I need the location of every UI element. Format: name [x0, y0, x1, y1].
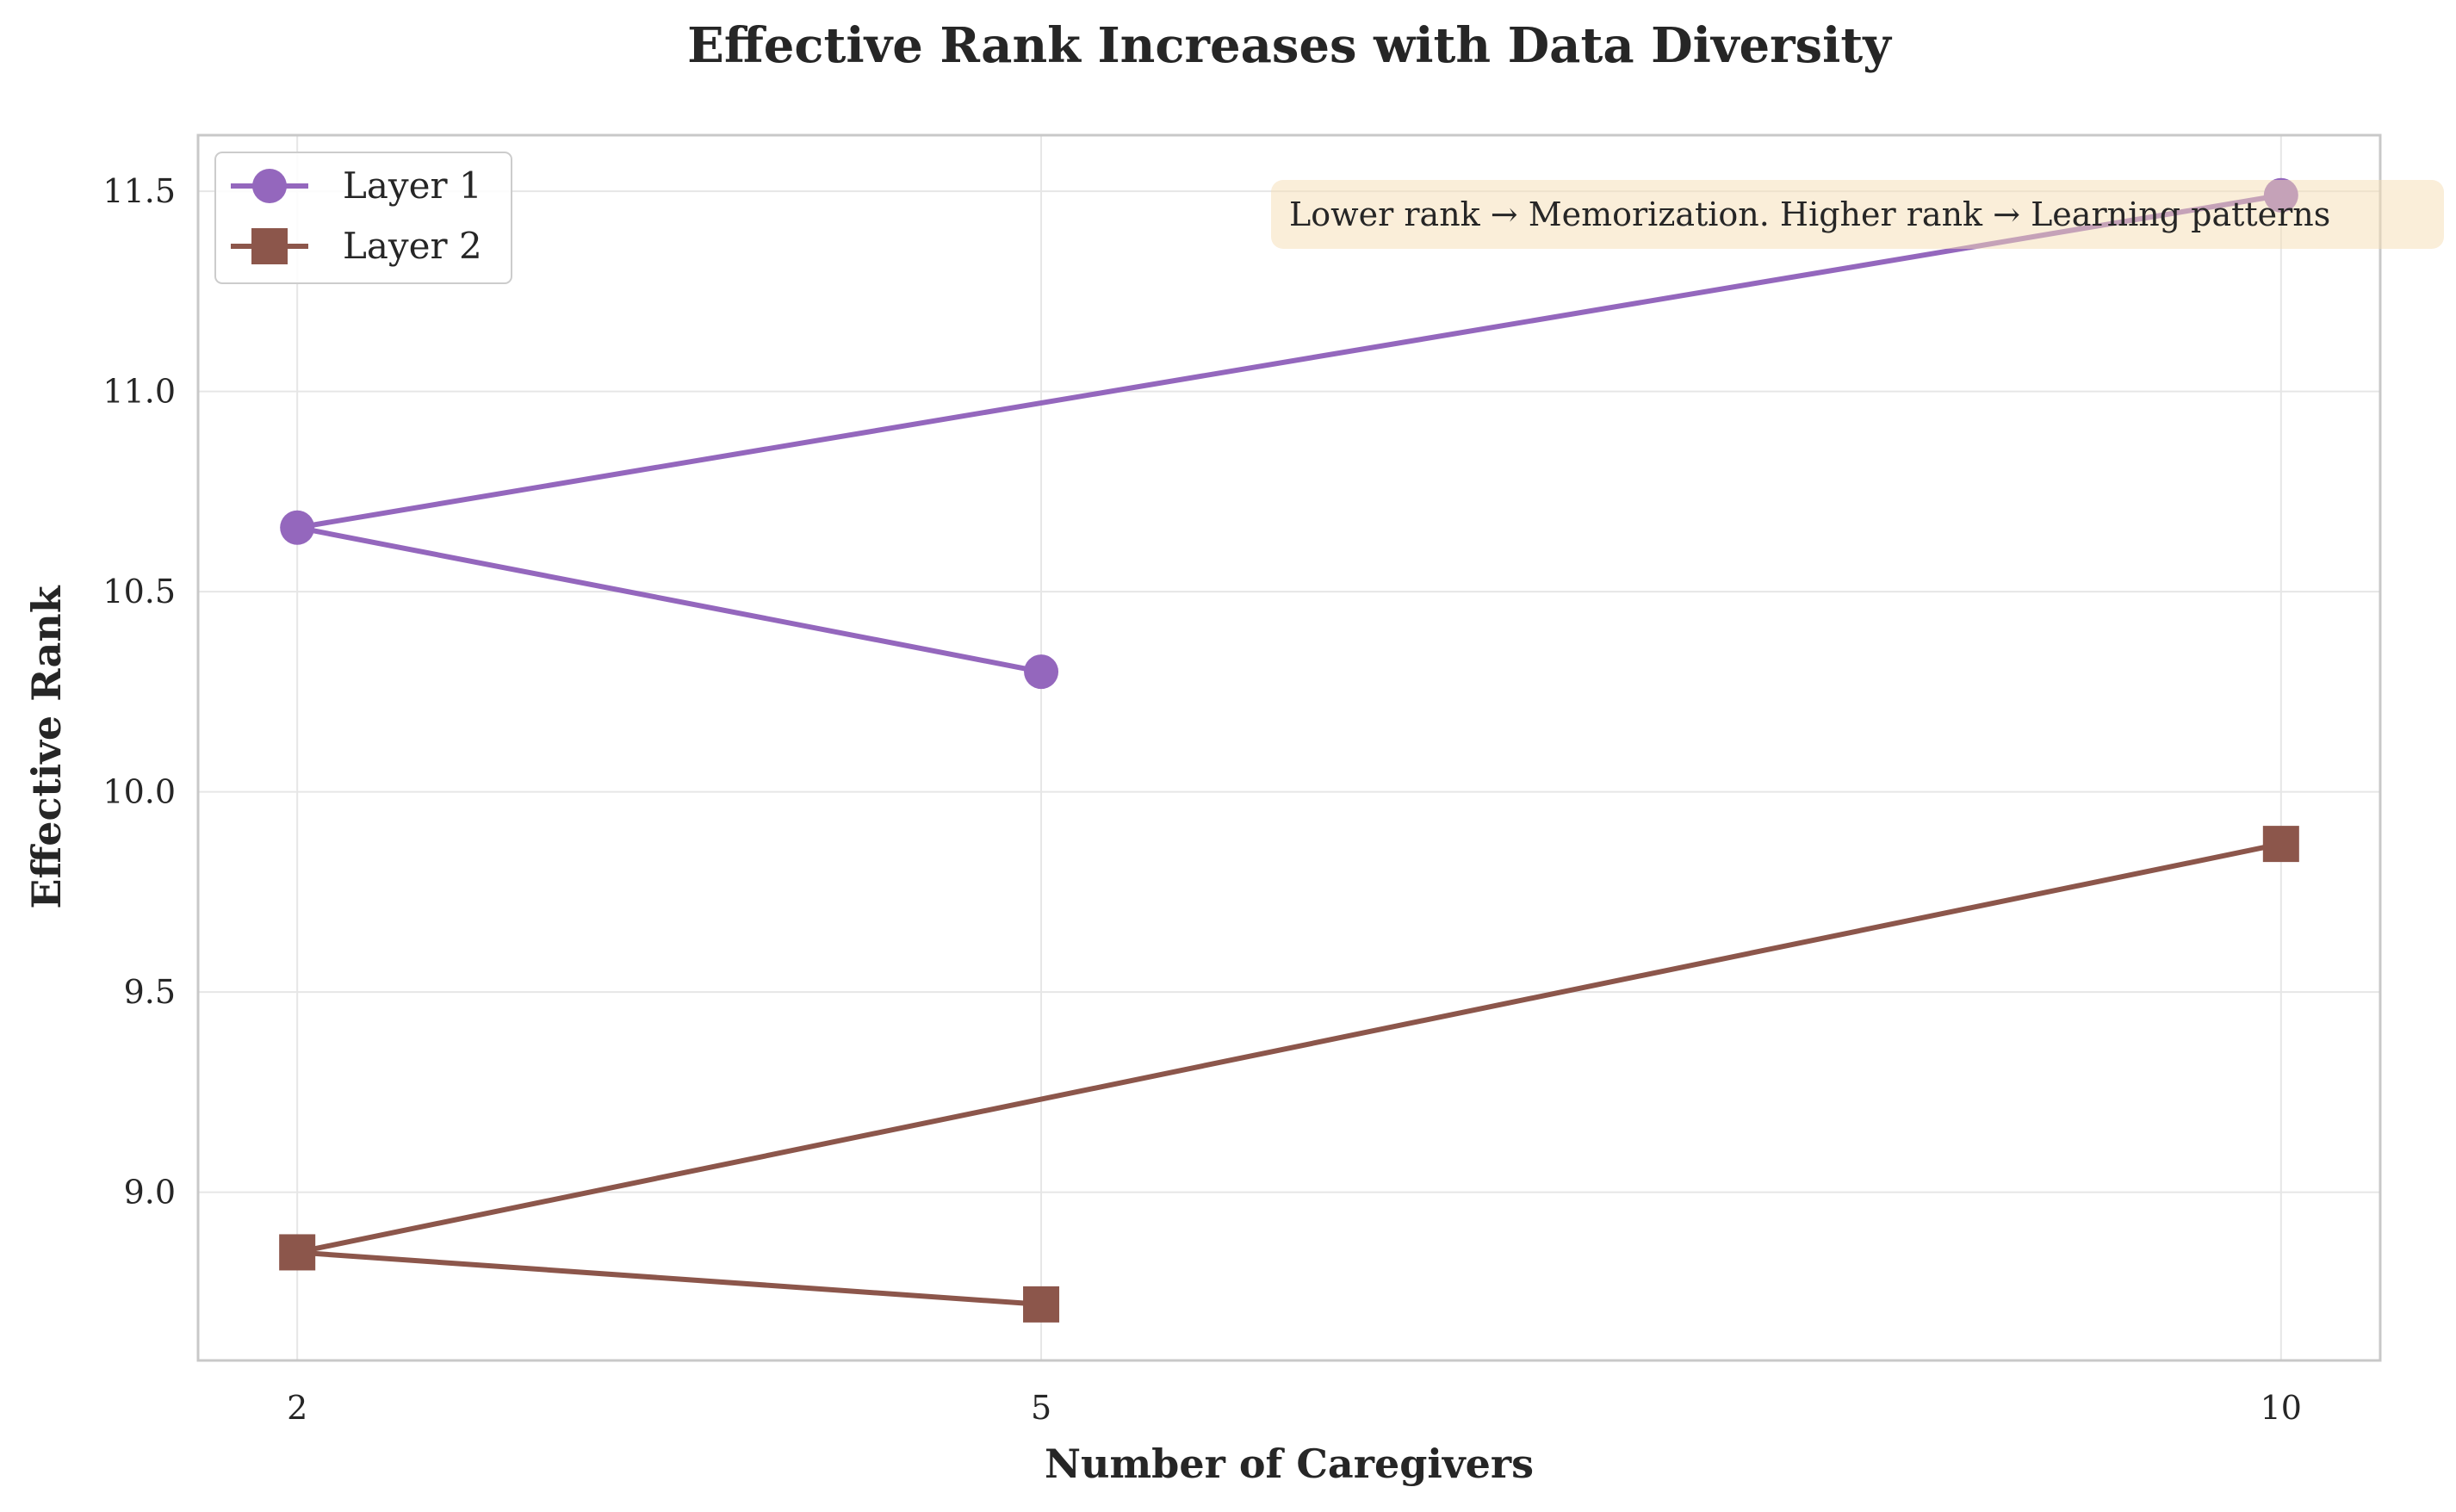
- y-tick-label: 10.5: [102, 573, 176, 610]
- legend-item: Layer 2: [231, 225, 482, 267]
- x-axis-label: Number of Caregivers: [1045, 1441, 1534, 1487]
- x-tick-label: 5: [1031, 1389, 1051, 1427]
- legend-marker: [251, 228, 288, 264]
- data-point: [1024, 654, 1059, 690]
- y-tick-label: 11.0: [102, 373, 176, 411]
- y-axis-ticks: 9.0 9.5 10.0 10.5 11.0 11.5: [102, 172, 176, 1211]
- annotation-text: Lower rank → Memorization. Higher rank →…: [1289, 195, 2330, 233]
- legend-label: Layer 1: [343, 164, 482, 207]
- legend-item: Layer 1: [231, 164, 482, 207]
- series-2: [279, 826, 2299, 1323]
- annotation-box: Lower rank → Memorization. Higher rank →…: [1271, 180, 2444, 249]
- y-tick-label: 11.5: [102, 172, 176, 210]
- x-tick-label: 2: [287, 1389, 307, 1427]
- chart-title: Effective Rank Increases with Data Diver…: [687, 17, 1892, 74]
- y-tick-label: 10.0: [102, 773, 176, 811]
- legend-label: Layer 2: [343, 225, 482, 267]
- data-point: [280, 510, 315, 545]
- annotation-background: [1271, 180, 2444, 249]
- y-tick-label: 9.0: [124, 1174, 176, 1211]
- data-point: [1023, 1286, 1060, 1323]
- legend: Layer 1 Layer 2: [214, 152, 512, 284]
- x-tick-label: 10: [2261, 1389, 2302, 1427]
- y-tick-label: 9.5: [124, 973, 176, 1011]
- data-point: [279, 1234, 316, 1271]
- grid-lines: [198, 135, 2380, 1360]
- x-axis-ticks: 2 5 10: [287, 1389, 2302, 1427]
- plot-area-frame: [196, 133, 2382, 1362]
- data-point: [2262, 826, 2299, 863]
- legend-marker: [252, 169, 287, 203]
- y-axis-label: Effective Rank: [23, 585, 70, 908]
